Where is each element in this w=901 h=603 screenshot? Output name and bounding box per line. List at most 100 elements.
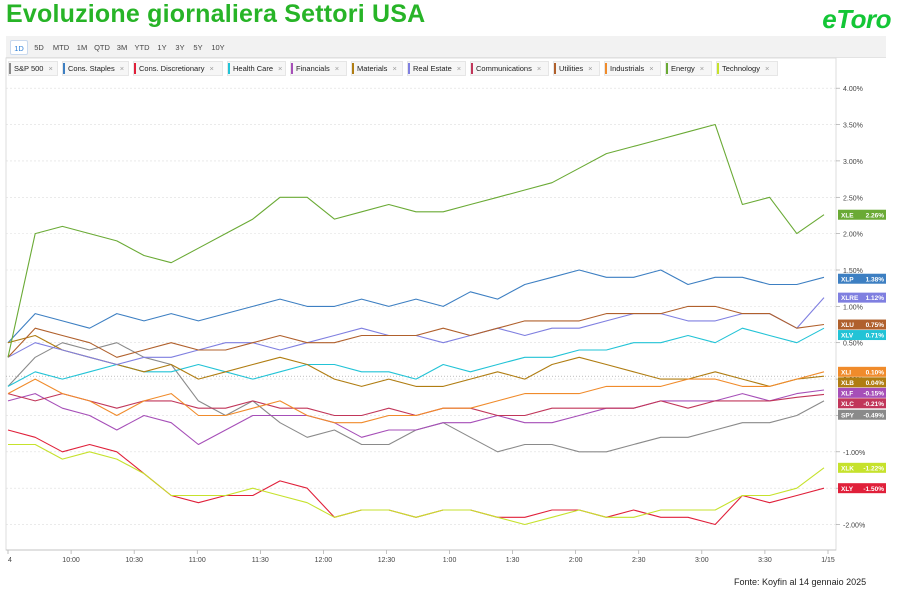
- series-line-xlu: [7, 305, 825, 358]
- value-tag-ticker: XLC: [841, 401, 854, 408]
- remove-series-icon[interactable]: ×: [699, 64, 705, 73]
- page-title: Evoluzione giornaliera Settori USA: [6, 0, 426, 28]
- remove-series-icon[interactable]: ×: [278, 64, 283, 73]
- remove-series-icon[interactable]: ×: [588, 64, 593, 73]
- value-tag-ticker: XLV: [841, 333, 854, 340]
- value-tag-ticker: XLY: [841, 486, 854, 493]
- legend-label: Real Estate: [413, 64, 452, 73]
- plot-frame: [5, 57, 837, 551]
- value-tag-xlc: [838, 398, 886, 409]
- legend-swatch: [63, 63, 65, 74]
- remove-series-icon[interactable]: ×: [764, 64, 770, 73]
- value-tag-value: -1.50%: [863, 486, 884, 493]
- series-line-xlc: [7, 393, 825, 417]
- legend-item-xle[interactable]: Energy ×: [665, 61, 712, 76]
- timeframe-1y[interactable]: 1Y: [157, 43, 167, 52]
- remove-series-icon[interactable]: ×: [392, 64, 397, 73]
- value-tag-ticker: SPY: [841, 412, 855, 419]
- remove-series-icon[interactable]: ×: [649, 64, 654, 73]
- value-tag-value: 2.26%: [866, 212, 885, 219]
- value-tag-ticker: XLU: [841, 322, 854, 329]
- x-tick-label: 1/15: [821, 557, 835, 564]
- timeframe-qtd[interactable]: QTD: [94, 43, 110, 52]
- etoro-logo: eToro: [822, 4, 891, 34]
- legend-item-xlu[interactable]: Utilities ×: [553, 61, 600, 76]
- legend-swatch: [717, 63, 719, 74]
- series-line-xlre: [7, 297, 825, 366]
- legend-item-xlv[interactable]: Health Care ×: [227, 61, 286, 76]
- legend-swatch: [228, 63, 230, 74]
- legend-item-xlp[interactable]: Cons. Staples ×: [62, 61, 129, 76]
- value-tag-ticker: XLE: [841, 212, 854, 219]
- value-tag-xlf: [838, 387, 886, 398]
- timeframe-ytd[interactable]: YTD: [134, 43, 150, 52]
- legend-item-xly[interactable]: Cons. Discretionary ×: [133, 61, 223, 76]
- timeframe-1d[interactable]: 1D: [10, 40, 28, 55]
- value-tag-xlv: [838, 330, 886, 341]
- legend-swatch: [605, 63, 607, 74]
- value-tag-ticker: XLRE: [841, 295, 859, 302]
- value-tag-value: -1.22%: [863, 465, 884, 472]
- remove-series-icon[interactable]: ×: [48, 64, 53, 73]
- y-tick-label: 4.00%: [843, 86, 863, 93]
- legend-swatch: [134, 63, 136, 74]
- value-tag-ticker: XLB: [841, 380, 854, 387]
- legend-label: Cons. Staples: [68, 64, 115, 73]
- value-tag-xlb: [838, 377, 886, 388]
- legend-swatch: [554, 63, 556, 74]
- series-line-xli: [7, 371, 825, 424]
- x-tick-label: 1:30: [506, 557, 520, 564]
- x-tick-label: 12:30: [378, 557, 396, 564]
- remove-series-icon[interactable]: ×: [456, 64, 462, 73]
- timeframe-mtd[interactable]: MTD: [52, 43, 70, 52]
- value-tag-ticker: XLP: [841, 276, 854, 283]
- remove-series-icon[interactable]: ×: [119, 64, 125, 73]
- x-tick-label: 2:30: [632, 557, 646, 564]
- remove-series-icon[interactable]: ×: [536, 64, 542, 73]
- value-tag-ticker: XLK: [841, 465, 854, 472]
- value-tag-xle: [838, 209, 886, 220]
- timeframe-5d[interactable]: 5D: [34, 43, 44, 52]
- timeframe-1m[interactable]: 1M: [76, 43, 88, 52]
- legend-swatch: [666, 63, 668, 74]
- x-tick-label: 12:00: [315, 557, 333, 564]
- y-tick-label: -1.00%: [843, 450, 865, 457]
- legend-item-xlc[interactable]: Communications ×: [470, 61, 549, 76]
- y-tick-label: -1.50%: [843, 486, 865, 493]
- legend-item-xlf[interactable]: Financials ×: [290, 61, 347, 76]
- y-tick-label: 0.00%: [843, 377, 863, 384]
- x-tick-label: 3:00: [695, 557, 709, 564]
- x-tick-label: 1:00: [443, 557, 457, 564]
- series-line-xlk: [8, 443, 825, 526]
- value-tag-ticker: XLI: [841, 369, 851, 376]
- value-tag-xlu: [838, 319, 886, 330]
- remove-series-icon[interactable]: ×: [209, 64, 214, 73]
- legend-item-xlre[interactable]: Real Estate ×: [407, 61, 466, 76]
- legend-label: Cons. Discretionary: [139, 64, 205, 73]
- legend-label: Communications: [476, 64, 532, 73]
- legend-swatch: [471, 63, 473, 74]
- remove-series-icon[interactable]: ×: [334, 64, 340, 73]
- legend-item-spy[interactable]: S&P 500 ×: [8, 61, 58, 76]
- x-tick-label: 2:00: [569, 557, 583, 564]
- value-tag-value: 0.04%: [866, 380, 885, 387]
- x-tick-label: 11:30: [252, 557, 269, 564]
- legend-item-xli[interactable]: Industrials ×: [604, 61, 661, 76]
- timeframe-3y[interactable]: 3Y: [175, 43, 185, 52]
- timeframe-5y[interactable]: 5Y: [193, 43, 203, 52]
- timeframe-10y[interactable]: 10Y: [211, 43, 225, 52]
- series-line-spy: [7, 342, 825, 453]
- legend-swatch: [9, 63, 11, 74]
- source-note: Fonte: Koyfin al 14 gennaio 2025: [734, 577, 867, 587]
- timeframe-bar: 1D 5D MTD 1M QTD 3M YTD 1Y 3Y 5Y 10Y: [6, 36, 886, 58]
- value-tag-value: -0.15%: [863, 390, 884, 397]
- value-tag-value: 0.75%: [866, 322, 885, 329]
- legend-item-xlk[interactable]: Technology ×: [716, 61, 778, 76]
- y-tick-label: 1.00%: [843, 304, 863, 311]
- legend-item-xlb[interactable]: Materials ×: [351, 61, 403, 76]
- legend-label: Energy: [671, 64, 695, 73]
- x-tick-label: 10:30: [125, 557, 143, 564]
- value-tag-xlk: [838, 462, 886, 473]
- timeframe-3m[interactable]: 3M: [116, 43, 128, 52]
